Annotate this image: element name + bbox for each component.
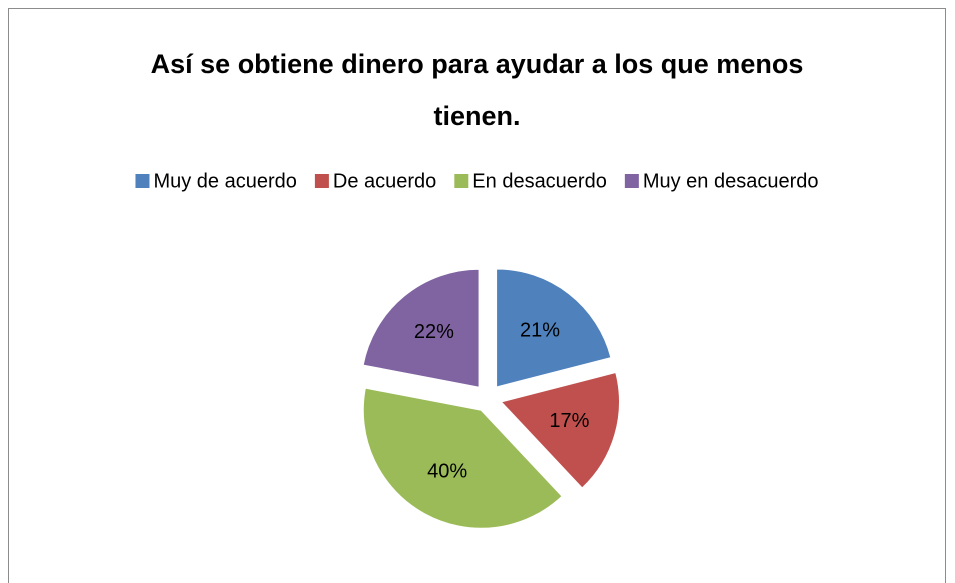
legend-label: En desacuerdo (472, 170, 607, 192)
legend-label: De acuerdo (333, 170, 436, 192)
data-label: 40% (427, 461, 467, 483)
pie-slice (496, 268, 612, 388)
legend-swatch (454, 174, 469, 188)
legend-swatch (135, 174, 150, 188)
pie-slice (362, 387, 563, 529)
legend-swatch (314, 174, 329, 188)
data-label: 17% (549, 410, 589, 432)
pie-slice (362, 268, 480, 388)
legend-label: Muy en desacuerdo (643, 170, 819, 192)
legend-label: Muy de acuerdo (153, 170, 296, 192)
legend-swatch (624, 174, 639, 188)
data-label: 21% (520, 319, 560, 341)
chart-title: Así se obtiene dinero para ayudar a los … (150, 49, 804, 131)
chart-frame (8, 8, 946, 583)
pie-slice (500, 371, 620, 489)
data-label: 22% (414, 321, 454, 343)
